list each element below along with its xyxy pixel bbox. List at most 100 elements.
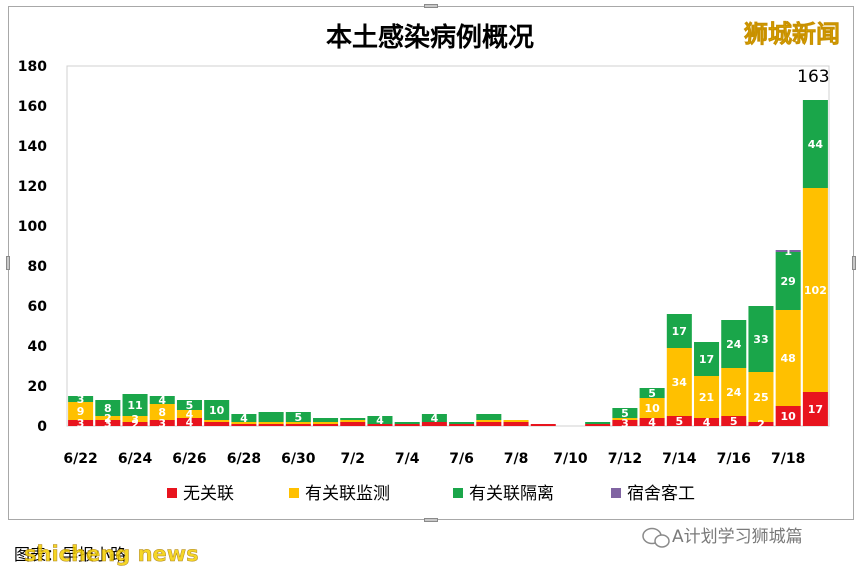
bar-segment xyxy=(122,422,148,426)
legend-swatch xyxy=(611,488,621,498)
bar-segment xyxy=(694,342,720,376)
bar-segment xyxy=(421,422,447,426)
data-label: 3 xyxy=(158,417,166,430)
bar-segment xyxy=(313,422,339,424)
bar-segment xyxy=(68,396,94,402)
data-label: 5 xyxy=(621,407,629,420)
resize-handle-right[interactable] xyxy=(852,256,856,270)
y-tick-label: 120 xyxy=(18,179,47,195)
footer: 图表：早报小路 shicheng news A计划学习狮城篇 xyxy=(14,527,803,566)
data-label: 102 xyxy=(804,284,827,297)
data-label: 2 xyxy=(104,412,112,425)
data-label: 5 xyxy=(294,411,302,424)
bar-segment xyxy=(340,418,366,420)
bar-segment xyxy=(476,422,502,426)
bar-segment xyxy=(122,394,148,416)
data-label: 25 xyxy=(753,391,768,404)
bar-segment xyxy=(231,422,257,424)
bar-segment xyxy=(694,376,720,418)
bar-segment xyxy=(367,424,393,426)
bar-segment xyxy=(68,402,94,420)
data-label: 10 xyxy=(781,410,797,423)
bar-segment xyxy=(639,418,665,426)
bar-segment xyxy=(585,424,611,426)
wechat-icon xyxy=(642,527,670,548)
legend-swatch xyxy=(453,488,463,498)
data-label: 33 xyxy=(753,333,768,346)
bar-segment xyxy=(721,368,747,416)
resize-handle-left[interactable] xyxy=(6,256,10,270)
bar-segment xyxy=(95,416,121,420)
caption-text: 图表：早报小路 xyxy=(14,545,126,564)
bar-segment xyxy=(503,422,529,426)
bar-segment xyxy=(258,424,284,426)
bar-segment xyxy=(176,400,202,410)
data-label: 24 xyxy=(726,338,742,351)
data-label: 4 xyxy=(186,416,194,429)
y-tick-label: 60 xyxy=(28,299,48,315)
bar-segment xyxy=(340,422,366,426)
bar-segment xyxy=(176,410,202,418)
y-tick-label: 0 xyxy=(37,419,47,435)
data-label: 3 xyxy=(131,413,139,426)
bar-segment xyxy=(313,424,339,426)
data-label: 24 xyxy=(726,386,742,399)
data-label: 10 xyxy=(644,402,660,415)
resize-handle-bottom[interactable] xyxy=(424,518,438,522)
bar-segment xyxy=(449,422,475,424)
bar-segment xyxy=(721,416,747,426)
bar-segment xyxy=(394,424,420,426)
total-label: 163 xyxy=(797,67,829,87)
data-label: 21 xyxy=(699,391,714,404)
data-label: 17 xyxy=(699,353,714,366)
data-label: 2 xyxy=(757,418,765,431)
bar-segment xyxy=(775,252,801,310)
legend-label: 有关联监测 xyxy=(305,484,390,504)
data-label: 5 xyxy=(186,399,194,412)
data-label: 2 xyxy=(131,418,139,431)
x-tick-label: 7/16 xyxy=(717,451,751,467)
bar-segment xyxy=(394,422,420,424)
data-label: 3 xyxy=(104,417,112,430)
data-label: 4 xyxy=(186,408,194,421)
legend-label: 无关联 xyxy=(183,484,234,504)
resize-handle-top[interactable] xyxy=(424,4,438,8)
data-label: 5 xyxy=(675,415,683,428)
bar-segment xyxy=(68,420,94,426)
y-axis: 0 20 40 60 80 100 120 140 160 180 xyxy=(18,59,47,435)
bar-segment xyxy=(585,422,611,424)
x-tick-label: 7/12 xyxy=(608,451,642,467)
legend-label: 宿舍客工 xyxy=(627,484,695,504)
bar-segment xyxy=(503,420,529,422)
data-label: 3 xyxy=(77,393,85,406)
data-label: 17 xyxy=(672,325,687,338)
bar-segment xyxy=(285,422,311,424)
y-tick-label: 20 xyxy=(28,379,48,395)
bar-segment xyxy=(802,100,828,188)
data-label: 5 xyxy=(648,387,656,400)
data-label: 48 xyxy=(781,352,796,365)
data-label: 1 xyxy=(784,245,792,258)
bar-segment xyxy=(149,396,175,404)
bar-segment xyxy=(285,412,311,422)
bar-segment xyxy=(95,420,121,426)
bar-segment xyxy=(204,422,230,426)
bar-segment xyxy=(149,420,175,426)
data-label: 4 xyxy=(431,412,439,425)
y-tick-label: 180 xyxy=(18,59,47,75)
data-label: 44 xyxy=(808,138,824,151)
legend-swatch xyxy=(289,488,299,498)
bar-segment xyxy=(639,388,665,398)
y-tick-label: 140 xyxy=(18,139,47,155)
brand-logo-text: 狮城新闻 xyxy=(744,20,840,48)
bar-segment xyxy=(204,400,230,420)
bar-segment xyxy=(694,418,720,426)
bar-segment xyxy=(95,400,121,416)
bar-segment xyxy=(666,416,692,426)
bar-segment xyxy=(340,420,366,422)
bar-segment xyxy=(721,320,747,368)
data-label: 11 xyxy=(127,399,142,412)
x-tick-label: 7/6 xyxy=(449,451,474,467)
data-label: 4 xyxy=(648,416,656,429)
